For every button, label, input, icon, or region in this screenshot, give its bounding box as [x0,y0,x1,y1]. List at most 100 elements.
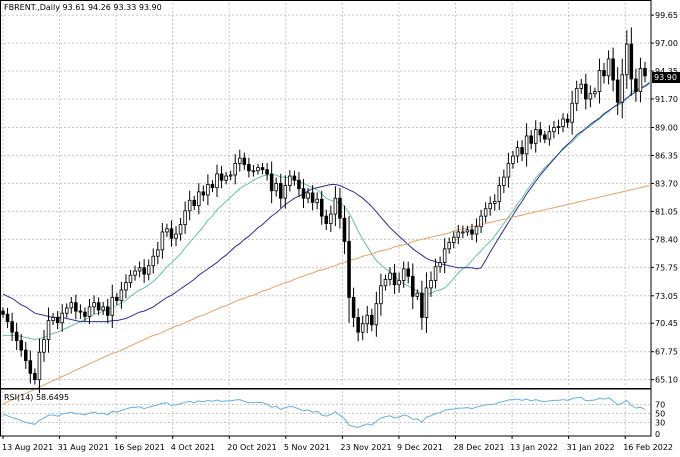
candle-up [465,229,470,233]
candle-down [629,43,634,80]
rsi-line [2,396,646,428]
candle-down [310,192,315,203]
candle-up [237,157,242,164]
candle-down [219,173,224,181]
candle-up [506,162,511,178]
candle-down [19,340,23,351]
price-tick-label: 65.10 [655,376,678,385]
price-tick-label: 86.35 [655,151,678,160]
candle-down [278,183,283,199]
candle-up [456,231,461,238]
time-tick-label: 16 Sep 2021 [114,443,165,452]
candle-down [96,302,101,311]
candle-up [574,88,579,104]
time-tick-label: 20 Oct 2021 [227,443,276,452]
time-tick-label: 28 Dec 2021 [454,443,505,452]
candle-up [228,174,233,177]
candle-up [333,197,338,215]
candle-down [33,372,37,381]
candle-up [128,274,133,284]
price-grid [0,3,651,386]
price-tick-label: 75.75 [655,263,678,272]
candle-up [606,58,611,77]
rsi-panel-frame [0,388,652,437]
candle-up [206,184,210,196]
candle-up [625,43,629,76]
candle-down [338,197,342,219]
candle-down [192,199,197,206]
candle-up [124,282,128,291]
candle-up [174,233,178,239]
candlesticks [1,27,647,394]
candle-up [156,249,160,257]
candle-down [83,311,87,317]
candle-up [183,210,187,225]
price-tick-label: 99.65 [655,11,678,20]
price-tick-label: 78.40 [655,235,678,244]
candle-up [588,93,593,100]
candle-up [424,287,429,318]
candle-up [374,303,379,326]
candle-down [210,184,215,189]
candle-down [643,68,647,77]
time-tick-label: 23 Nov 2021 [340,443,391,452]
candle-up [597,70,602,93]
candle-up [383,279,388,287]
candle-down [319,198,324,217]
candle-down [301,188,306,199]
candle-up [187,199,192,212]
candle-down [169,228,174,239]
candle-up [329,213,333,224]
candle-up [64,307,69,314]
candle-up [451,236,456,243]
candle-down [543,134,547,140]
candle-up [620,74,625,103]
candle-up [533,129,538,144]
time-tick-label: 4 Oct 2021 [171,443,215,452]
candle-down [105,306,110,316]
candle-up [593,91,597,95]
candle-up [288,175,292,186]
candle-up [87,306,92,317]
candle-up [133,270,137,276]
candle-up [502,176,506,186]
candle-up [119,289,124,301]
candle-down [470,229,474,235]
candle-up [37,351,42,381]
candle-down [14,331,19,342]
candle-down [74,302,78,312]
rsi-tick-label: 70 [655,401,665,410]
candle-up [306,192,310,199]
rsi-header: RSI(14) 58.6495 [4,393,69,402]
chart-header: FBRENT.,Daily 93.61 94.26 93.33 93.90 [4,3,162,12]
candle-down [247,164,251,172]
candle-down [297,179,301,190]
candle-up [483,208,488,217]
candle-up [561,118,565,127]
candle-down [370,314,374,326]
candle-up [360,323,365,333]
candle-down [615,79,620,103]
candle-up [547,131,552,140]
rsi-grid [0,391,651,436]
candle-down [356,317,360,333]
candle-down [565,118,570,123]
candle-up [438,262,442,268]
candle-down [260,167,265,171]
time-tick-label: 16 Feb 2022 [623,443,673,452]
candle-down [28,360,33,374]
time-tick-label: 13 Jan 2022 [510,443,558,452]
candle-down [242,157,247,165]
candle-up [433,266,438,281]
rsi-tick-label: 50 [655,410,665,419]
candle-up [511,155,515,164]
candle-down [611,58,615,81]
price-tick-label: 91.70 [655,95,678,104]
candle-up [552,127,556,133]
candle-up [447,242,451,250]
candle-up [146,265,151,275]
candle-down [529,135,533,144]
time-tick-label: 9 Dec 2021 [397,443,443,452]
